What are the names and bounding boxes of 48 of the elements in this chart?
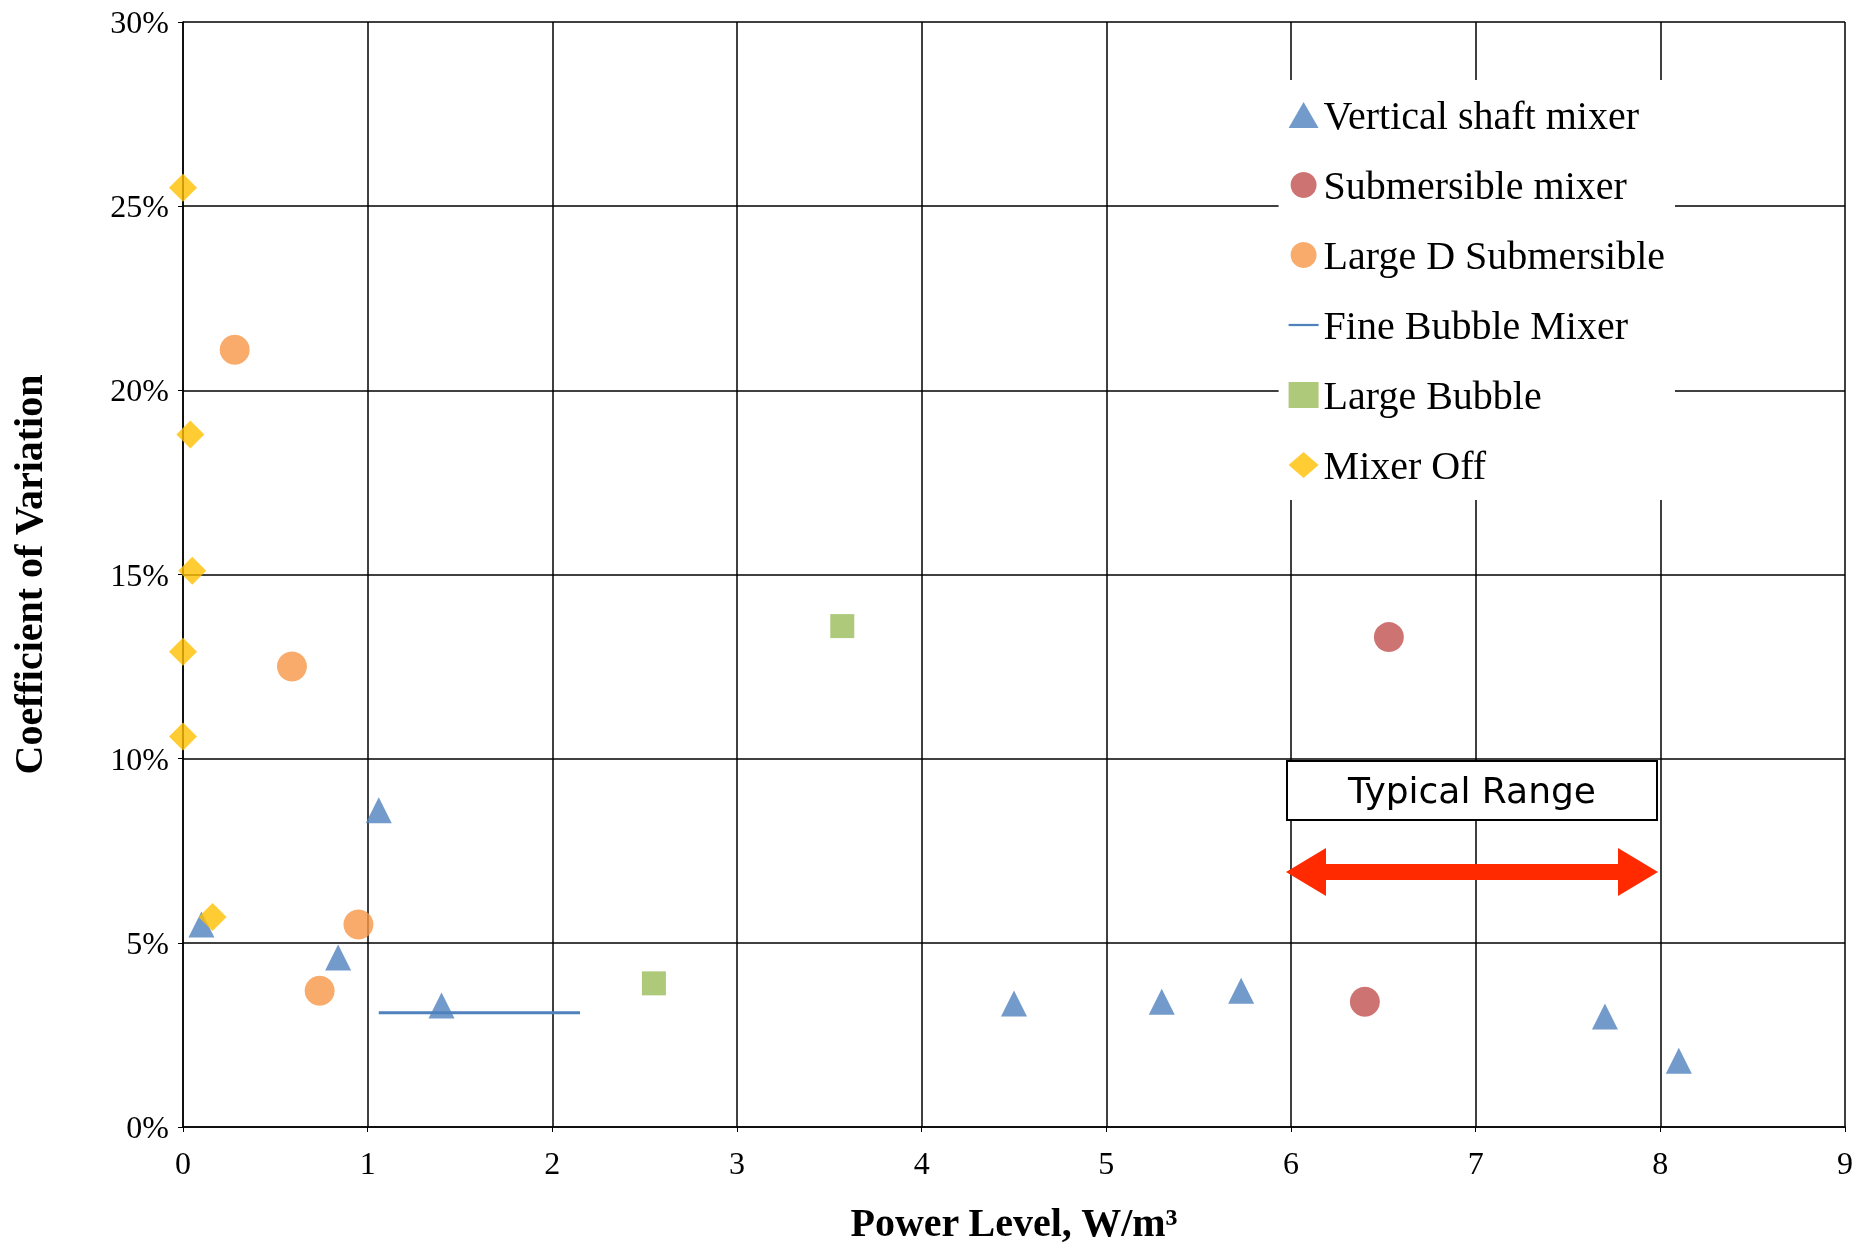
x-tick-label: 3 xyxy=(729,1145,745,1181)
point xyxy=(1001,990,1027,1017)
point xyxy=(1148,988,1175,1015)
point xyxy=(304,975,335,1006)
point xyxy=(428,992,455,1019)
x-tick-label: 2 xyxy=(544,1145,561,1181)
legend-label: Large Bubble xyxy=(1323,372,1542,418)
point xyxy=(1349,986,1380,1017)
point xyxy=(830,614,855,639)
point xyxy=(169,637,197,666)
y-tick-label: 20% xyxy=(110,372,169,409)
y-tick-label: 5% xyxy=(126,924,169,961)
legend-label: Fine Bubble Mixer xyxy=(1323,302,1629,348)
legend-label: Submersible mixer xyxy=(1323,162,1627,208)
x-tick-label: 1 xyxy=(359,1145,376,1181)
y-axis-title: Coefficient of Variation xyxy=(5,374,51,775)
y-tick-label: 15% xyxy=(110,556,169,593)
point xyxy=(641,971,666,996)
point xyxy=(1228,977,1255,1004)
text-box: Typical Range xyxy=(1286,760,1658,821)
point xyxy=(365,797,392,824)
point xyxy=(276,651,307,682)
point xyxy=(325,944,352,971)
point xyxy=(1373,622,1404,653)
x-tick-label: 0 xyxy=(175,1145,191,1181)
point xyxy=(169,173,197,202)
point xyxy=(178,556,207,585)
x-tick-label: 6 xyxy=(1283,1145,1299,1181)
point xyxy=(1665,1047,1692,1074)
legend-label: Mixer Off xyxy=(1323,442,1487,488)
x-tick-label: 8 xyxy=(1652,1145,1669,1181)
y-tick-label: 0% xyxy=(126,1109,169,1145)
point xyxy=(169,722,197,751)
x-tick-label: 4 xyxy=(913,1145,930,1181)
point xyxy=(176,420,205,449)
point xyxy=(198,903,227,932)
legend-label: Large D Submersible xyxy=(1323,232,1665,278)
y-tick-label: 30% xyxy=(110,4,169,40)
y-tick-label: 10% xyxy=(110,740,169,777)
x-tick-label: 7 xyxy=(1467,1145,1484,1181)
point xyxy=(343,909,374,940)
x-axis-title: Power Level, W/m³ xyxy=(850,1199,1178,1245)
x-tick-label: 5 xyxy=(1098,1145,1115,1181)
y-tick-label: 25% xyxy=(110,188,169,225)
x-tick-label: 9 xyxy=(1837,1145,1853,1181)
point xyxy=(1591,1003,1618,1030)
point xyxy=(219,334,250,365)
legend-label: Vertical shaft mixer xyxy=(1323,92,1640,138)
